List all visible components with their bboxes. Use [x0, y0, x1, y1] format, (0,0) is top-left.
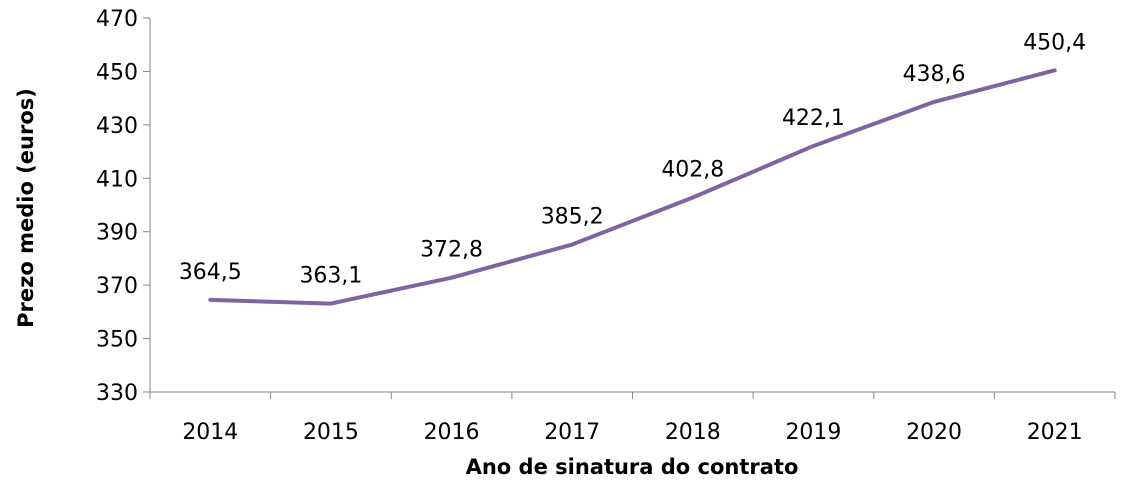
data-label: 364,5 — [179, 260, 242, 285]
data-label: 385,2 — [541, 205, 604, 230]
data-label: 438,6 — [903, 62, 966, 87]
data-label: 402,8 — [661, 158, 724, 183]
x-tick-label: 2017 — [544, 420, 600, 445]
x-tick-label: 2018 — [665, 420, 721, 445]
x-tick-label: 2015 — [303, 420, 359, 445]
data-label: 450,4 — [1023, 30, 1086, 55]
y-tick-label: 390 — [96, 221, 138, 246]
series-line — [208, 68, 1057, 306]
y-tick-label: 430 — [96, 114, 138, 139]
x-tick-label: 2019 — [785, 420, 841, 445]
x-axis-title: Ano de sinatura do contrato — [466, 455, 799, 479]
y-tick-label: 410 — [96, 167, 138, 192]
y-tick-label: 330 — [96, 381, 138, 406]
data-label: 422,1 — [782, 106, 845, 131]
y-tick-label: 470 — [96, 7, 138, 32]
y-tick-label: 450 — [96, 60, 138, 85]
y-axis-title: Prezo medio (euros) — [14, 88, 38, 328]
x-tick-label: 2016 — [424, 420, 480, 445]
data-label: 372,8 — [420, 238, 483, 263]
x-tick-label: 2020 — [906, 420, 962, 445]
data-label: 363,1 — [299, 264, 362, 289]
x-tick-label: 2014 — [182, 420, 238, 445]
y-tick-label: 350 — [96, 328, 138, 353]
y-tick-label: 370 — [96, 274, 138, 299]
x-tick-label: 2021 — [1027, 420, 1083, 445]
